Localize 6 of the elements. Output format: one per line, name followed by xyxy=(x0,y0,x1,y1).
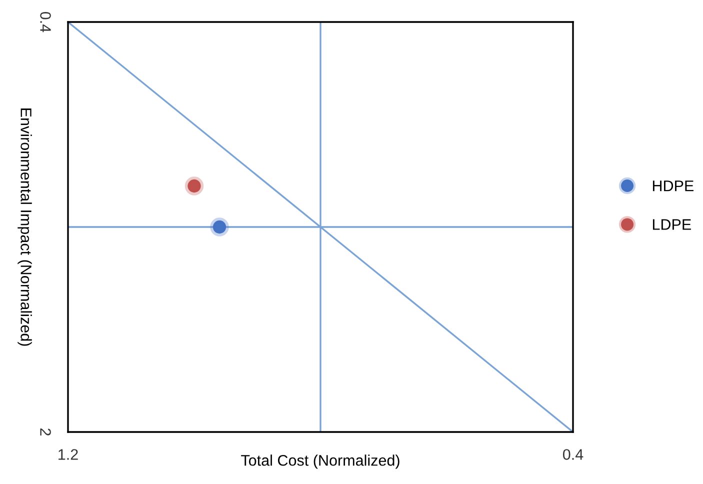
x-axis-title: Total Cost (Normalized) xyxy=(241,454,400,469)
y-tick-label: 2 xyxy=(40,428,51,436)
legend-label: HDPE xyxy=(652,180,694,192)
y-axis-title: Environmental Impact (Normalized) xyxy=(18,108,32,346)
x-tick-label: 1.2 xyxy=(58,449,78,460)
legend-label: LDPE xyxy=(652,219,691,230)
